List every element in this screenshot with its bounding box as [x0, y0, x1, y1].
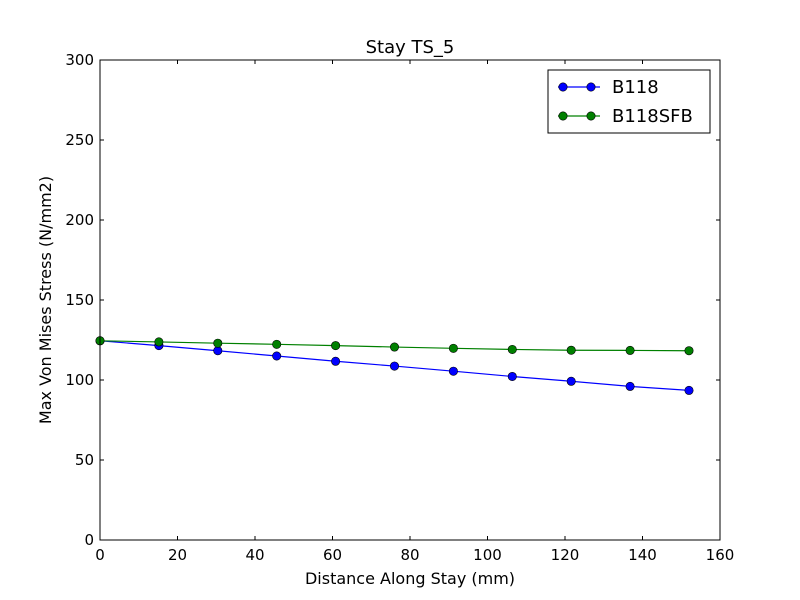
chart-title: Stay TS_5 [366, 37, 455, 58]
y-tick-label: 50 [75, 451, 94, 469]
data-point [448, 366, 458, 376]
x-axis-title: Distance Along Stay (mm) [305, 569, 515, 588]
x-tick-label: 160 [706, 546, 735, 564]
x-tick-label: 60 [323, 546, 342, 564]
plot-area-frame [99, 59, 721, 541]
data-point [389, 342, 399, 352]
y-axis-title: Max Von Mises Stress (N/mm2) [36, 176, 55, 424]
data-point [272, 339, 282, 349]
y-tick-label: 300 [65, 51, 94, 69]
legend-label: B118SFB [612, 106, 693, 127]
legend-marker [558, 82, 568, 92]
data-point [507, 371, 517, 381]
y-tick-label: 150 [65, 291, 94, 309]
data-point [272, 351, 282, 361]
data-point [566, 376, 576, 386]
y-tick-label: 250 [65, 131, 94, 149]
legend: B118 B118SFB [547, 69, 711, 134]
y-tick-label: 200 [65, 211, 94, 229]
legend-box [547, 69, 711, 134]
data-point [448, 343, 458, 353]
data-point [625, 381, 635, 391]
x-tick-label: 100 [473, 546, 502, 564]
x-tick-label: 140 [628, 546, 657, 564]
x-tick-label: 120 [551, 546, 580, 564]
data-point [213, 338, 223, 348]
y-tick-label: 0 [84, 531, 94, 549]
ticks-layer: 0 20 40 60 80 100 120 140 160 0 50 100 150 200 250 300 [65, 51, 734, 564]
x-tick-label: 80 [400, 546, 419, 564]
x-tick-label: 40 [245, 546, 264, 564]
data-point [625, 345, 635, 355]
data-point [684, 346, 694, 356]
data-point [154, 337, 164, 347]
data-point [684, 385, 694, 395]
data-point [213, 346, 223, 356]
data-point [331, 356, 341, 366]
legend-marker [586, 111, 596, 121]
plot-area-background [100, 60, 720, 540]
data-point [331, 341, 341, 351]
x-tick-label: 0 [95, 546, 105, 564]
data-point [389, 361, 399, 371]
legend-marker [558, 111, 568, 121]
legend-label: B118 [612, 77, 659, 98]
data-point [566, 345, 576, 355]
x-tick-label: 20 [168, 546, 187, 564]
data-point [507, 344, 517, 354]
legend-marker [586, 82, 596, 92]
y-tick-label: 100 [65, 371, 94, 389]
